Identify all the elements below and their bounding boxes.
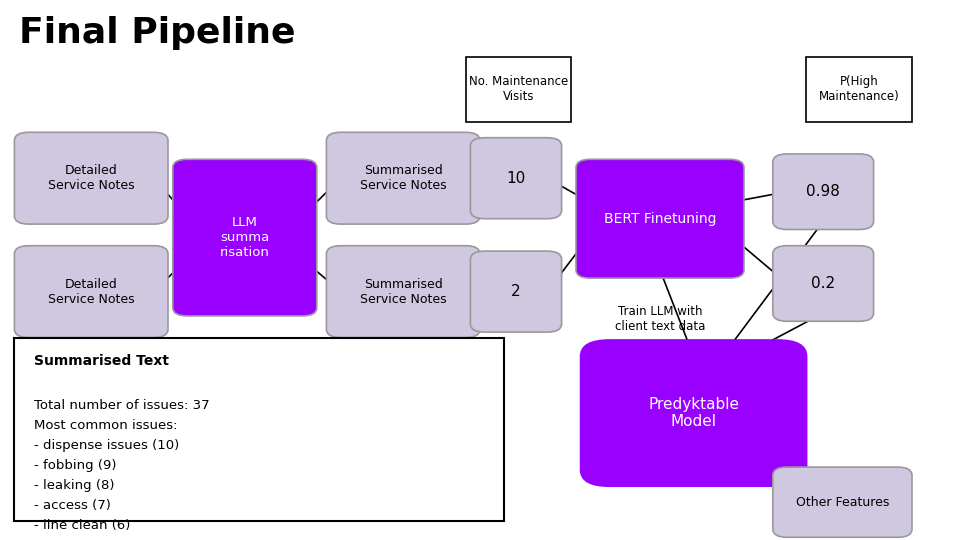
Text: Final Pipeline: Final Pipeline: [19, 16, 296, 50]
FancyBboxPatch shape: [14, 338, 504, 521]
FancyBboxPatch shape: [773, 467, 912, 537]
FancyBboxPatch shape: [326, 246, 480, 338]
Text: Train LLM with
client text data: Train LLM with client text data: [614, 305, 706, 333]
FancyBboxPatch shape: [326, 132, 480, 224]
Text: - leaking (8): - leaking (8): [34, 479, 114, 492]
FancyBboxPatch shape: [773, 246, 874, 321]
Text: Summarised Text: Summarised Text: [34, 354, 169, 368]
Text: Summarised
Service Notes: Summarised Service Notes: [360, 164, 446, 192]
Text: Most common issues:: Most common issues:: [34, 419, 177, 432]
Text: Summarised
Service Notes: Summarised Service Notes: [360, 278, 446, 306]
Text: 0.2: 0.2: [811, 276, 835, 291]
Text: P(High
Maintenance): P(High Maintenance): [819, 75, 900, 103]
FancyBboxPatch shape: [581, 340, 806, 486]
Text: - line clean (6): - line clean (6): [34, 519, 130, 532]
FancyBboxPatch shape: [470, 251, 562, 332]
FancyBboxPatch shape: [806, 57, 912, 122]
Text: Total number of issues: 37: Total number of issues: 37: [34, 399, 209, 412]
Text: 2: 2: [511, 284, 521, 299]
Text: BERT Finetuning: BERT Finetuning: [604, 212, 716, 226]
Text: - dispense issues (10): - dispense issues (10): [34, 439, 179, 452]
FancyBboxPatch shape: [773, 154, 874, 230]
FancyBboxPatch shape: [14, 132, 168, 224]
FancyBboxPatch shape: [576, 159, 744, 278]
Text: Detailed
Service Notes: Detailed Service Notes: [48, 164, 134, 192]
FancyBboxPatch shape: [14, 246, 168, 338]
Text: 0.98: 0.98: [806, 184, 840, 199]
Text: LLM
summa
risation: LLM summa risation: [220, 216, 270, 259]
Text: - access (7): - access (7): [34, 499, 110, 512]
Text: 10: 10: [506, 171, 526, 186]
FancyBboxPatch shape: [470, 138, 562, 219]
Text: - fobbing (9): - fobbing (9): [34, 459, 116, 472]
Text: Predyktable
Model: Predyktable Model: [648, 397, 739, 429]
Text: Other Features: Other Features: [796, 496, 889, 509]
FancyBboxPatch shape: [173, 159, 317, 316]
FancyBboxPatch shape: [466, 57, 571, 122]
Text: Detailed
Service Notes: Detailed Service Notes: [48, 278, 134, 306]
Text: No. Maintenance
Visits: No. Maintenance Visits: [468, 75, 568, 103]
